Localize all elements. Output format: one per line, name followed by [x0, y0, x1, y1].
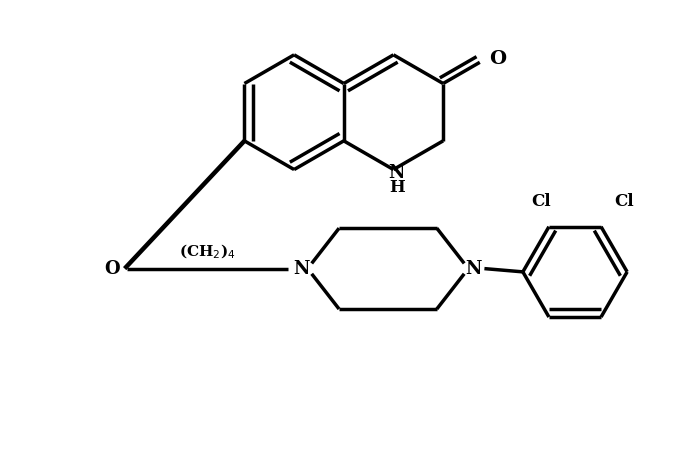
Text: N: N — [389, 164, 405, 182]
Text: H: H — [389, 179, 405, 196]
Text: (CH$_2$)$_4$: (CH$_2$)$_4$ — [179, 242, 236, 261]
Text: N: N — [466, 260, 482, 278]
Text: O: O — [104, 260, 120, 278]
Text: O: O — [489, 50, 507, 68]
Text: Cl: Cl — [531, 193, 551, 210]
Text: N: N — [294, 260, 310, 278]
Text: Cl: Cl — [614, 193, 634, 210]
